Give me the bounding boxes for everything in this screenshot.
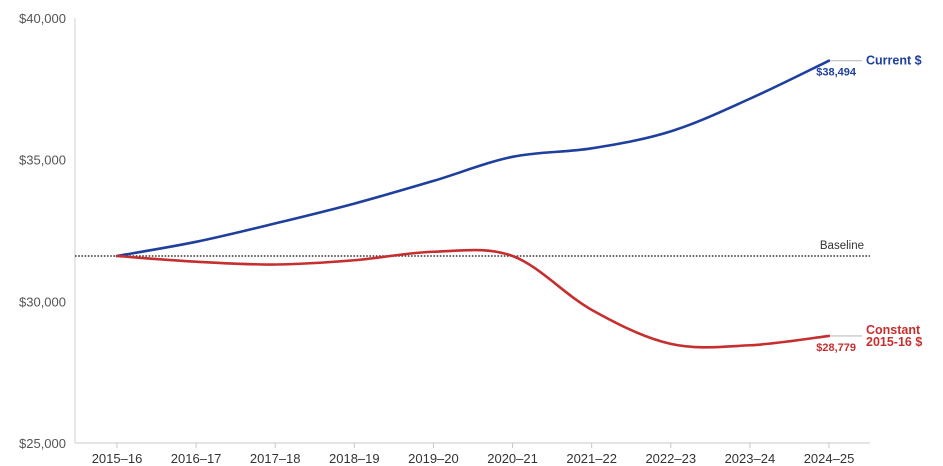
x-tick-label: 2017–18: [250, 451, 301, 466]
x-tick-label: 2023–24: [725, 451, 776, 466]
y-axis: $25,000 $30,000 $35,000 $40,000: [19, 11, 76, 451]
x-tick-label: 2019–20: [408, 451, 459, 466]
x-tick-label: 2018–19: [329, 451, 380, 466]
series-end-value: $38,494: [816, 67, 857, 79]
y-tick-label: $30,000: [19, 294, 66, 309]
x-tick-label: 2020–21: [487, 451, 538, 466]
x-tick-label: 2021–22: [566, 451, 617, 466]
series-line-current: [115, 59, 831, 258]
x-tick-label: 2016–17: [171, 451, 222, 466]
y-tick-label: $40,000: [19, 11, 66, 26]
baseline-label: Baseline: [820, 240, 864, 252]
x-tick-label: 2015–16: [92, 451, 143, 466]
series-line-constant: [115, 248, 831, 349]
series-name-label: Constant: [866, 323, 921, 337]
x-tick-label: 2022–23: [645, 451, 696, 466]
y-tick-label: $35,000: [19, 153, 66, 168]
x-axis: 2015–16 2016–17 2017–18 2018–19 2019–20 2020–…: [75, 442, 870, 466]
y-tick-label: $25,000: [19, 436, 66, 451]
series-name-label: Current $: [866, 54, 922, 68]
series-end-value: $28,779: [816, 342, 856, 354]
series-name-label: 2015-16 $: [866, 335, 922, 349]
series-lines: [115, 59, 831, 349]
baseline: Baseline: [75, 240, 870, 257]
x-tick-label: 2024–25: [804, 451, 855, 466]
